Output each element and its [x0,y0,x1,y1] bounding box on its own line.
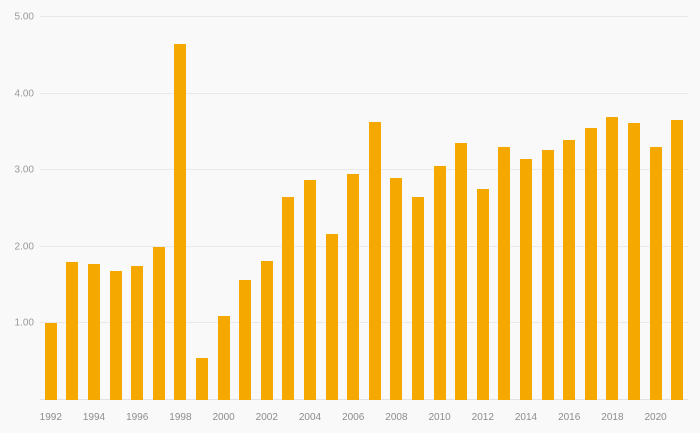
x-axis-tick-label: 2016 [558,412,581,423]
x-axis-tick-label: 2018 [601,412,624,423]
gridline [40,322,688,324]
bar-2007 [368,121,381,400]
x-axis-tick-label: 2014 [514,412,538,423]
bar-2021 [671,120,684,400]
plot-area [40,16,688,400]
bar-2004 [304,180,316,400]
bar-2017 [584,128,597,400]
y-axis: 1.00 2.00 3.00 4.00 5.00 [0,12,34,400]
gridline [40,16,688,17]
gridline [40,245,688,247]
bar-2009 [412,197,424,400]
bar-2000 [217,315,230,400]
bar-1999 [196,357,208,400]
x-axis-tick-label: 2008 [385,412,408,423]
bar-1994 [87,263,100,400]
y-axis-tick-label: 2.00 [14,241,34,253]
gridline [40,92,688,94]
bar-2016 [563,139,576,400]
x-axis-tick-label: 1992 [39,412,62,423]
bar-2014 [520,158,532,400]
x-axis-tick-label: 1996 [126,412,149,423]
bar-2015 [541,149,554,400]
bar-2013 [498,147,511,400]
y-axis-tick-label: 3.00 [14,164,34,176]
x-axis-tick-label: 2004 [298,412,322,423]
bar-2006 [347,174,360,400]
x-axis-tick-label: 2010 [428,412,451,423]
bar-1992 [44,323,57,400]
bar-1993 [66,262,79,400]
bar-2011 [455,143,468,400]
bar-1996 [131,265,144,400]
x-axis-tick-label: 1994 [82,412,106,423]
x-axis-tick-label: 2002 [255,412,278,423]
x-axis-baseline [40,399,688,400]
bar-2005 [325,233,338,400]
x-axis-tick-label: 2020 [644,412,667,423]
bar-2012 [476,189,489,400]
bar-1997 [152,246,165,400]
bar-2019 [628,122,640,400]
bar-2018 [606,116,619,400]
bar-2010 [433,166,446,400]
y-axis-tick-label: 4.00 [14,88,34,100]
gridline [40,169,688,171]
x-axis-tick-label: 2000 [212,412,235,423]
x-axis-tick-label: 1998 [169,412,192,423]
bar-2008 [390,177,403,400]
x-axis-tick-label: 2012 [471,412,494,423]
x-axis: 1992 1994 1996 1998 2000 2002 2004 2006 2008 2010… [40,412,688,426]
bar-2020 [649,147,662,400]
y-axis-tick-label: 5.00 [14,11,34,23]
bar-2003 [282,197,295,400]
bar-2001 [239,279,252,400]
bar-2002 [260,260,273,400]
bar-1995 [109,271,122,400]
y-axis-tick-label: 1.00 [14,317,34,329]
bar-1998 [174,43,187,400]
x-axis-tick-label: 2006 [342,412,365,423]
